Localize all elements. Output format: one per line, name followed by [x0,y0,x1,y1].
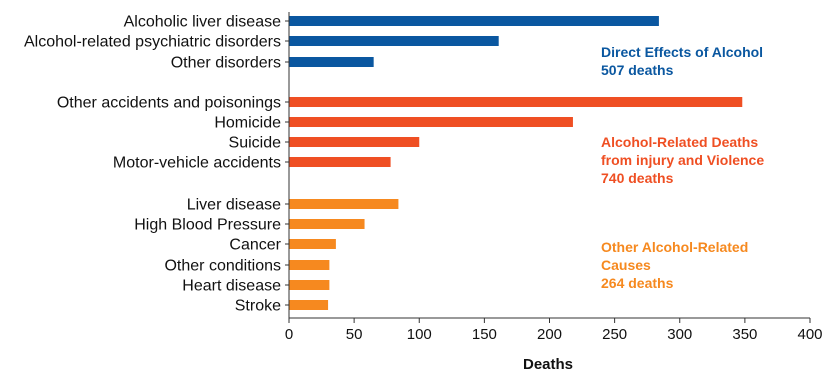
bar [289,16,659,26]
x-tick-label: 400 [797,326,822,343]
category-label: Alcohol-related psychiatric disorders [24,34,281,51]
category-label: Liver disease [187,197,281,214]
x-tick-label: 100 [407,326,432,343]
bar [289,137,420,147]
x-axis-title: Deaths [523,356,573,373]
bar [289,219,365,229]
group-labels: Direct Effects of Alcohol 507 deaths Alcoh… [601,44,764,291]
bar [289,300,329,310]
x-tick-label: 350 [732,326,757,343]
bars-layer [289,16,743,310]
x-tick-label: 50 [346,326,363,343]
category-label: Other accidents and poisonings [57,95,281,112]
group-label-line: Direct Effects of Alcohol [601,44,763,60]
group-label-line: 264 deaths [601,275,674,291]
group-label-line: Alcohol-Related Deaths [601,134,758,150]
category-label: Motor-vehicle accidents [113,155,281,172]
bar [289,260,330,270]
group-label-line: from injury and Violence [601,152,764,168]
category-labels: Alcoholic liver disease Alcohol-related p… [24,14,282,315]
x-tick-label: 150 [472,326,497,343]
bar [289,117,573,127]
group-label-line: 507 deaths [601,62,674,78]
x-tick-label: 250 [602,326,627,343]
bar [289,97,743,107]
axes: 0 50 100 150 200 250 300 350 400 [285,12,823,343]
category-label: Stroke [235,298,281,315]
category-label: High Blood Pressure [134,217,281,234]
category-label: Other conditions [164,258,281,275]
x-tick-label: 300 [667,326,692,343]
group-label-line: Other Alcohol-Related [601,239,748,255]
bar [289,157,391,167]
category-label: Alcoholic liver disease [124,14,282,31]
x-tick-label: 200 [537,326,562,343]
group-label-line: 740 deaths [601,170,674,186]
bar [289,239,336,249]
bar [289,199,399,209]
category-label: Homicide [214,115,281,132]
category-label: Heart disease [182,278,281,295]
category-label: Suicide [229,135,282,152]
category-label: Other disorders [171,55,281,72]
category-label: Cancer [229,237,281,254]
bar [289,57,374,67]
bar [289,36,499,46]
group-label-line: Causes [601,257,651,273]
x-tick-label: 0 [285,326,293,343]
bar [289,280,330,290]
